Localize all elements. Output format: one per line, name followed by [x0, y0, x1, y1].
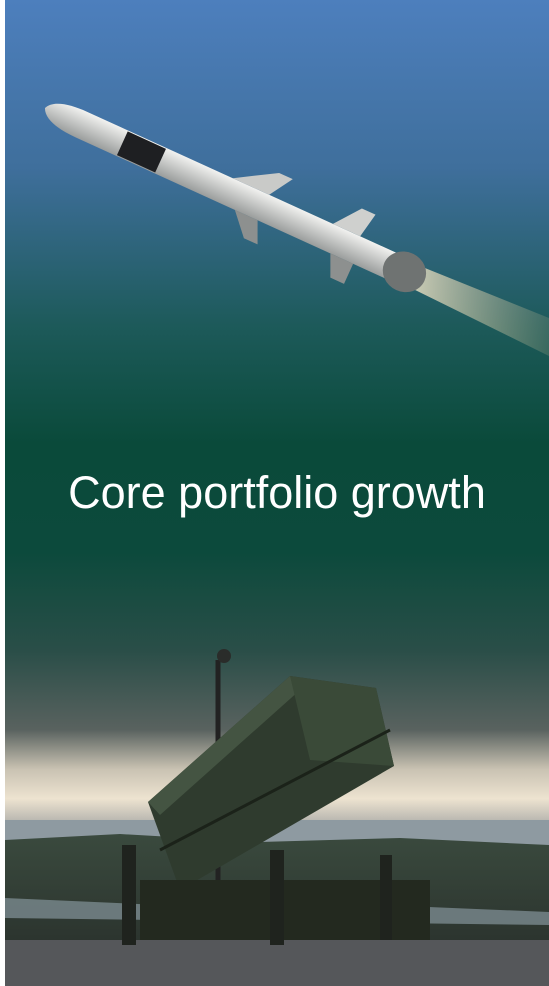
missile [44, 103, 549, 356]
gravel [5, 940, 549, 986]
title: Core portfolio growth [68, 467, 486, 518]
launcher [122, 649, 430, 945]
